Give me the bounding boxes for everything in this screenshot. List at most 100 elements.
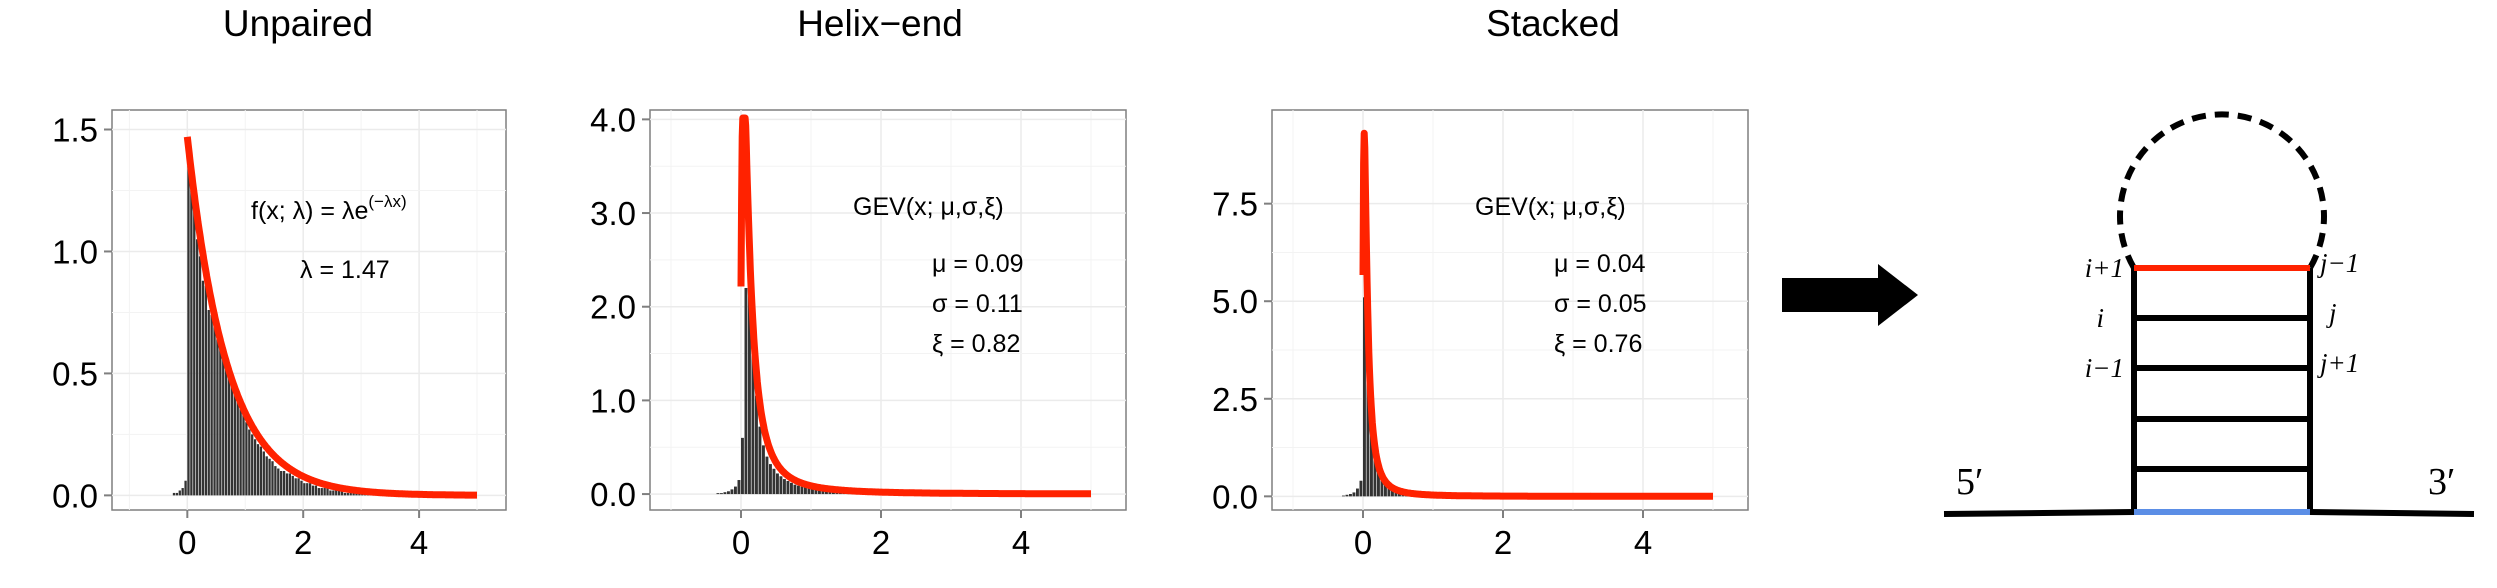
y-tick-label: 2.0 — [590, 289, 636, 326]
histogram-bar — [291, 475, 294, 496]
histogram-bar — [256, 444, 260, 496]
chart-title: Unpaired — [223, 3, 373, 44]
histogram-bar — [326, 488, 329, 496]
x-tick-label: 4 — [1012, 524, 1030, 561]
histogram-bar — [355, 492, 358, 496]
fit-curve — [737, 114, 1094, 498]
histogram-bar — [807, 488, 811, 495]
histogram-bar — [723, 492, 727, 495]
param-value: μ = 0.09 — [932, 250, 1024, 278]
y-tick-label: 0.0 — [590, 476, 636, 513]
histogram-bar — [196, 239, 199, 496]
histogram-bar — [300, 480, 303, 496]
histogram-bar — [309, 483, 312, 496]
y-tick-label: 1.0 — [590, 382, 636, 419]
histogram-bar — [1384, 482, 1387, 497]
histogram-bar — [758, 426, 762, 495]
histogram-bar — [786, 480, 790, 495]
histogram-bar — [804, 487, 807, 495]
unpaired-chart: Unpaired 0 2 4 0.0 0.5 1.0 1.5 f(x; λ) = λe(−λx)… — [52, 3, 507, 561]
param-value: μ = 0.04 — [1554, 250, 1646, 278]
histogram-bar — [811, 488, 814, 495]
formula-text: GEV(x; μ,σ,ξ) — [853, 193, 1004, 221]
histogram-bar — [294, 478, 297, 496]
histogram-bar — [737, 480, 741, 495]
histogram-bar — [253, 439, 257, 496]
x-tick-label: 2 — [872, 524, 890, 561]
histogram-bar — [181, 488, 184, 496]
histogram-bar — [779, 476, 783, 495]
histogram-bar — [1352, 492, 1356, 497]
param-value: σ = 0.11 — [932, 290, 1023, 318]
histogram-bar — [730, 489, 734, 495]
histogram-bar — [1363, 297, 1366, 497]
histogram-bar — [352, 492, 355, 496]
histogram-bar — [178, 490, 181, 496]
histogram-bar — [224, 368, 228, 496]
x-tick-label: 0 — [732, 524, 750, 561]
formula-main: f(x; λ) = λe — [251, 197, 368, 225]
histogram-bar — [233, 390, 236, 496]
formula-superscript: (−λx) — [368, 192, 406, 211]
histogram-bar — [821, 490, 825, 495]
histogram-bar — [236, 397, 239, 496]
histogram-bar — [320, 488, 323, 496]
histogram-bar — [303, 483, 306, 496]
histogram-bar — [1356, 488, 1359, 497]
chart-title: Helix−end — [797, 3, 963, 44]
histogram-bar — [285, 473, 289, 496]
param-value: ξ = 0.76 — [1554, 330, 1642, 358]
x-tick-label: 4 — [1634, 524, 1652, 561]
histogram-bar — [762, 445, 765, 495]
histogram-bar — [790, 482, 793, 495]
label-i-minus-1: i−1 — [2085, 353, 2124, 383]
histogram-bar — [259, 446, 263, 496]
helix-end-chart: Helix−end 0 2 4 0.0 1.0 2.0 3.0 4.0 GEV(x; μ,σ,ξ)… — [590, 3, 1127, 561]
histogram-bar — [1359, 480, 1363, 497]
histogram-bar — [720, 493, 723, 495]
chart-title: Stacked — [1486, 3, 1620, 44]
x-tick-label: 0 — [1354, 524, 1372, 561]
histogram-bar — [262, 451, 265, 496]
histogram-bar — [172, 492, 176, 496]
x-tick-label: 0 — [178, 524, 196, 561]
x-tick-label: 2 — [1494, 524, 1512, 561]
histogram-bar — [297, 478, 300, 496]
histogram-bar — [1349, 494, 1352, 497]
histogram-bar — [306, 483, 309, 496]
histogram-bar — [1345, 494, 1349, 497]
histogram-bar — [204, 285, 208, 496]
histogram-bar — [335, 490, 338, 496]
histogram-bar — [198, 256, 202, 496]
y-tick-label: 0.0 — [1212, 478, 1258, 515]
histogram-bar — [727, 491, 730, 495]
histogram-bar — [213, 324, 216, 496]
stacked-chart: Stacked 0 2 4 0.0 2.5 5.0 7.5 GEV(x; μ,σ,ξ) μ = 0… — [1212, 3, 1749, 561]
label-j-plus-1: j+1 — [2317, 348, 2359, 378]
y-tick-label: 2.5 — [1212, 381, 1258, 418]
fit-curve — [183, 136, 480, 499]
histogram-bar — [187, 166, 190, 496]
plot-panel — [649, 109, 1127, 511]
histogram-bar — [1342, 495, 1345, 497]
histogram-bar — [190, 190, 193, 496]
histogram-bar — [1366, 340, 1370, 497]
histogram-bar — [825, 490, 828, 495]
histogram-bar — [239, 407, 242, 496]
y-tick-label: 4.0 — [590, 101, 636, 138]
histogram-bar — [814, 489, 818, 495]
histogram-bar — [741, 437, 744, 495]
hairpin-loop — [2117, 111, 2327, 270]
right-arrow-icon — [1782, 264, 1918, 326]
histogram-bar — [349, 492, 352, 496]
histogram-bar — [227, 378, 231, 496]
label-j-minus-1: j−1 — [2317, 248, 2359, 278]
y-tick-label: 0.0 — [52, 477, 98, 514]
histogram-bar — [282, 470, 286, 496]
y-tick-label: 7.5 — [1212, 186, 1258, 223]
histogram-bar — [783, 479, 786, 495]
histogram-bar — [346, 492, 349, 496]
plot-panel — [111, 109, 507, 511]
histogram-bar — [716, 493, 720, 495]
formula-text: f(x; λ) = λe(−λx) — [251, 192, 407, 225]
